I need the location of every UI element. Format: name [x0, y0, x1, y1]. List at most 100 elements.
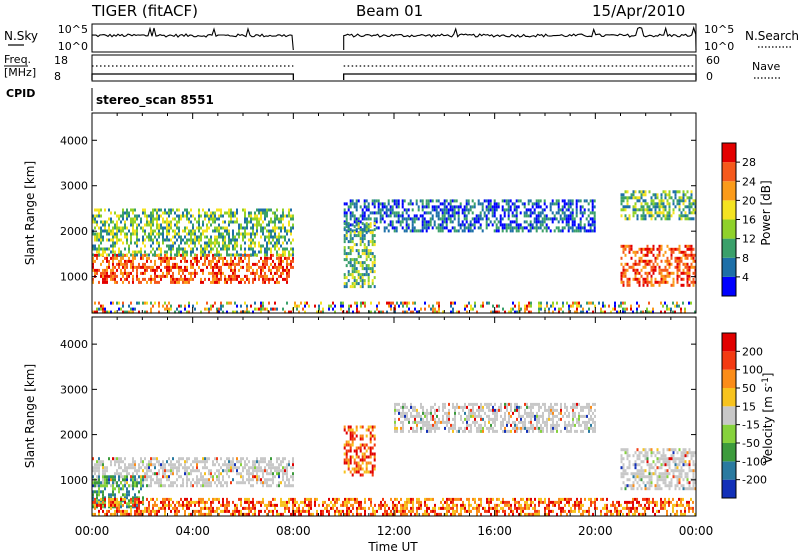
- heatmap-cell-0-1: [92, 259, 94, 263]
- heatmap-cell-0-335: [214, 256, 216, 260]
- heatmap-cell-1-811: [274, 235, 276, 239]
- heatmap-cell-1-481: [202, 229, 204, 233]
- heatmap-cell-2-372: [463, 217, 466, 221]
- heatmap-cell-4-117: [652, 262, 655, 266]
- heatmap-cell-4-87: [644, 451, 647, 455]
- heatmap-cell-0-278: [188, 472, 190, 476]
- heatmap-cell-0-152: [144, 478, 146, 482]
- heatmap-cell-4-238: [686, 268, 689, 272]
- heatmap-cell-0-472: [264, 256, 266, 260]
- heatmap-cell-0-179: [154, 463, 156, 467]
- heatmap-cell-2-62: [355, 467, 358, 471]
- heatmap-cell-2-26: [351, 202, 354, 206]
- heatmap-cell-1-375: [178, 214, 180, 218]
- heatmap-cell-0-40: [106, 274, 108, 278]
- heatmap-cell-4-50: [634, 271, 637, 275]
- heatmap-cell-3-61: [353, 231, 356, 235]
- heatmap-cell-2-189: [405, 223, 408, 227]
- heatmap-cell-2-50: [359, 205, 362, 209]
- heatmap-cell-0-233: [172, 466, 174, 470]
- heatmap-cell-1-154: [126, 241, 128, 245]
- heatmap-cell-1-731: [258, 208, 260, 212]
- heatmap-cell-4-9: [622, 457, 625, 461]
- heatmap-cell-0-470: [258, 469, 260, 473]
- heatmap-cell-6-336: [566, 301, 568, 305]
- heatmap-cell-3-450: [550, 408, 552, 412]
- heatmap-cell-3-197: [373, 276, 376, 280]
- heatmap-cell-1-643: [236, 238, 238, 242]
- heatmap-cell-3-145: [444, 426, 446, 430]
- heatmap-cell-1-162: [130, 208, 132, 212]
- heatmap-cell-3-537: [580, 429, 582, 433]
- heatmap-cell-3-367: [524, 408, 526, 412]
- heatmap-cell-6-208: [388, 304, 390, 308]
- heatmap-cell-0-402: [234, 277, 236, 281]
- heatmap-cell-3-334: [512, 420, 514, 424]
- heatmap-cell-3-137: [363, 282, 366, 286]
- heatmap-cell-2-80: [361, 425, 364, 429]
- heatmap-cell-0-54: [112, 259, 114, 263]
- heatmap-cell-0-263: [184, 274, 186, 278]
- heatmap-cell-2-0: [343, 425, 346, 429]
- heatmap-cell-6-415: [672, 310, 674, 314]
- heatmap-cell-1-461: [198, 217, 200, 221]
- heatmap-cell-3-532: [578, 423, 580, 427]
- heatmap-cell-2-492: [503, 223, 506, 227]
- heatmap-cell-3-67: [353, 267, 356, 271]
- heatmap-cell-1-111: [126, 493, 128, 497]
- heatmap-cell-0-527: [282, 259, 284, 263]
- heatmap-cell-2-442: [487, 205, 490, 209]
- heatmap-cell-0-474: [260, 460, 262, 464]
- heatmap-cell-2-47: [357, 220, 360, 224]
- heatmap-cell-3-188: [462, 420, 464, 424]
- heatmap-cell-1-751: [262, 211, 264, 215]
- heatmap-cell-1-715: [254, 223, 256, 227]
- heatmap-cell-2-483: [501, 208, 504, 212]
- heatmap-cell-2-504: [507, 211, 510, 215]
- heatmap-cell-2-552: [523, 211, 526, 215]
- heatmap-cell-1-61: [110, 475, 112, 479]
- heatmap-cell-6-135: [274, 307, 276, 311]
- heatmap-cell-5-154: [672, 202, 675, 206]
- heatmap-cell-0-251: [180, 277, 182, 281]
- heatmap-cell-1-519: [210, 238, 212, 242]
- heatmap-cell-6-14: [106, 310, 108, 314]
- heatmap-cell-4-160: [664, 277, 667, 281]
- heatmap-cell-4-184: [672, 250, 675, 254]
- heatmap-cell-3-505: [570, 423, 572, 427]
- heatmap-cell-4-119: [650, 478, 653, 482]
- heatmap-cell-1-727: [256, 226, 258, 230]
- heatmap-cell-1-93: [112, 241, 114, 245]
- heatmap-cell-3-459: [552, 414, 554, 418]
- heatmap-cell-6-411: [666, 307, 668, 311]
- heatmap-cell-0-63: [114, 265, 116, 269]
- heatmap-cell-3-395: [532, 405, 534, 409]
- heatmap-cell-0-477: [260, 478, 262, 482]
- heatmap-cell-0-551: [290, 262, 292, 266]
- heatmap-cell-2-244: [425, 205, 428, 209]
- cpid-label: CPID: [6, 87, 35, 100]
- heatmap-cell-1-432: [190, 241, 192, 245]
- heatmap-cell-1-208: [140, 247, 142, 251]
- heatmap-cell-2-252: [427, 205, 430, 209]
- heatmap-cell-6-244: [434, 307, 436, 311]
- heatmap-cell-2-135: [387, 229, 390, 233]
- heatmap-cell-0-414: [240, 457, 242, 461]
- heatmap-cell-4-261: [692, 247, 695, 251]
- heatmap-cell-1-139: [124, 211, 126, 215]
- heatmap-cell-2-90: [363, 443, 366, 447]
- heatmap-cell-1-563: [218, 253, 220, 257]
- heatmap-cell-2-24: [349, 223, 352, 227]
- heatmap-cell-1-797: [272, 220, 274, 224]
- heatmap-cell-1-569: [220, 235, 222, 239]
- heatmap-cell-6-88: [216, 307, 218, 311]
- heatmap-cell-0-309: [200, 475, 202, 479]
- heatmap-cell-3-102: [428, 429, 430, 433]
- noise-left-label: N.Sky: [4, 29, 38, 43]
- heatmap-cell-2-443: [487, 208, 490, 212]
- heatmap-cell-3-178: [458, 405, 460, 409]
- heatmap-cell-1-7: [92, 505, 94, 509]
- heatmap-cell-1-744: [260, 226, 262, 230]
- heatmap-cell-6-412: [668, 307, 670, 311]
- heatmap-cell-1-564: [220, 208, 222, 212]
